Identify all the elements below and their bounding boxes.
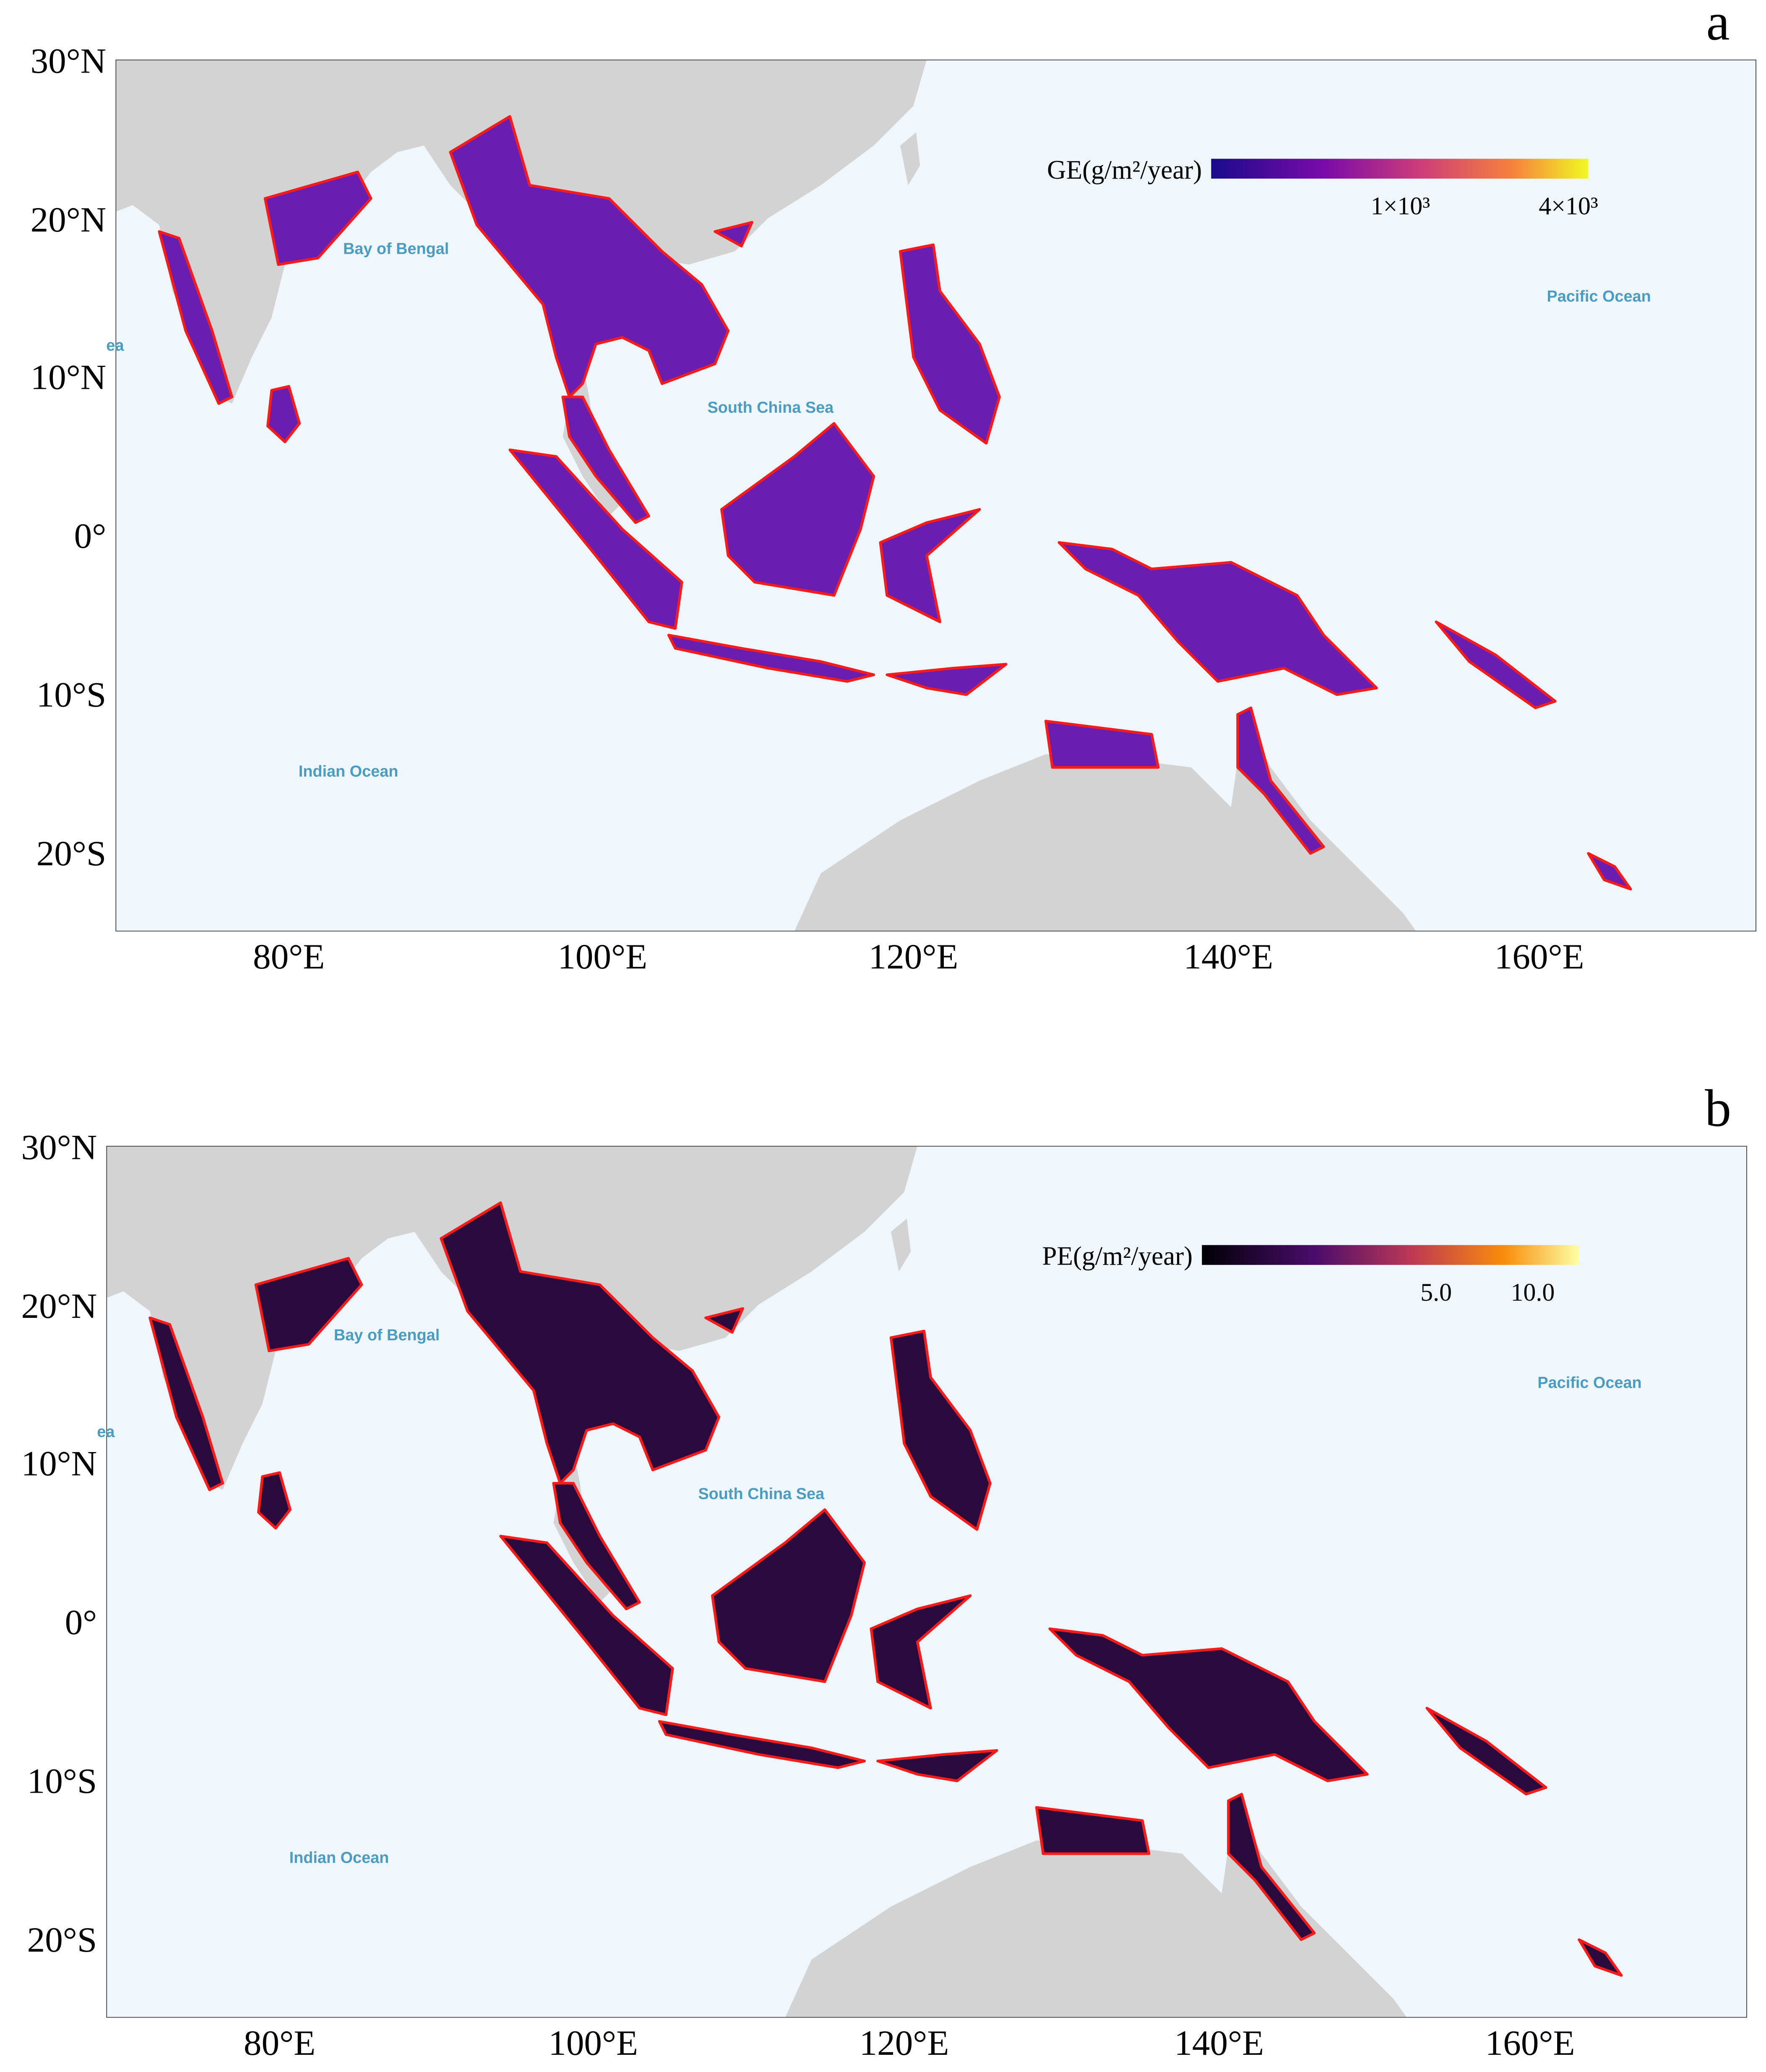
lon-tick-label: 120°E xyxy=(860,2023,949,2063)
colorbar-tick-label: 1×10³ xyxy=(1371,192,1430,220)
ocean-label: Bay of Bengal xyxy=(343,240,449,258)
lon-tick-label: 140°E xyxy=(1174,2023,1264,2063)
ocean-label: South China Sea xyxy=(698,1485,825,1503)
lat-tick-label: 20°S xyxy=(27,1920,97,1960)
lon-tick-label: 160°E xyxy=(1495,937,1584,976)
ocean-label: Pacific Ocean xyxy=(1547,288,1651,305)
map-panel: b 30°N 20°N 10°N 0° 10°S 20°S 80°E 100°E 120°E 140… xyxy=(21,1080,1747,2063)
colorbar-tick-label: 5.0 xyxy=(1420,1278,1452,1306)
colorbar xyxy=(1211,159,1589,179)
lat-tick-label: 10°S xyxy=(36,675,107,715)
lat-tick-label: 20°N xyxy=(21,1286,97,1326)
lat-tick-label: 10°S xyxy=(27,1761,97,1801)
lon-tick-label: 80°E xyxy=(244,2023,315,2063)
lon-tick-label: 140°E xyxy=(1183,937,1273,976)
colorbar-tick-label: 10.0 xyxy=(1511,1278,1555,1306)
ocean-label: Bay of Bengal xyxy=(334,1327,440,1344)
lat-tick-label: 10°N xyxy=(31,357,107,397)
ocean-label: South China Sea xyxy=(708,399,834,416)
ocean-label: Pacific Ocean xyxy=(1537,1374,1641,1392)
lat-tick-label: 20°S xyxy=(36,834,107,873)
lon-tick-label: 100°E xyxy=(557,937,647,976)
map-panel: a 30°N 20°N 10°N 0° 10°S 20°S 80°E 100°E 120°E 140… xyxy=(31,0,1756,976)
lat-tick-label: 20°N xyxy=(31,200,107,239)
colorbar-title: PE(g/m²/year) xyxy=(1042,1242,1193,1271)
lat-tick-label: 30°N xyxy=(31,41,107,81)
lat-tick-label: 0° xyxy=(74,516,107,556)
ocean-label: ea xyxy=(106,337,124,354)
panel-label: a xyxy=(1706,0,1730,52)
ocean-label: ea xyxy=(97,1423,115,1441)
colorbar xyxy=(1202,1245,1579,1265)
lon-tick-label: 100°E xyxy=(548,2023,638,2063)
lat-tick-label: 0° xyxy=(65,1603,97,1642)
colorbar-tick-label: 4×10³ xyxy=(1539,192,1598,220)
map xyxy=(106,1146,1747,2018)
colorbar-title: GE(g/m²/year) xyxy=(1047,155,1202,185)
map xyxy=(115,60,1756,932)
lon-tick-label: 120°E xyxy=(869,937,959,976)
panel-label: b xyxy=(1705,1080,1731,1138)
ocean-label: Indian Ocean xyxy=(299,763,399,781)
lat-tick-label: 10°N xyxy=(21,1444,97,1483)
ocean-label: Indian Ocean xyxy=(289,1849,389,1867)
lat-tick-label: 30°N xyxy=(21,1127,97,1167)
lon-tick-label: 80°E xyxy=(253,937,325,976)
lon-tick-label: 160°E xyxy=(1485,2023,1575,2063)
